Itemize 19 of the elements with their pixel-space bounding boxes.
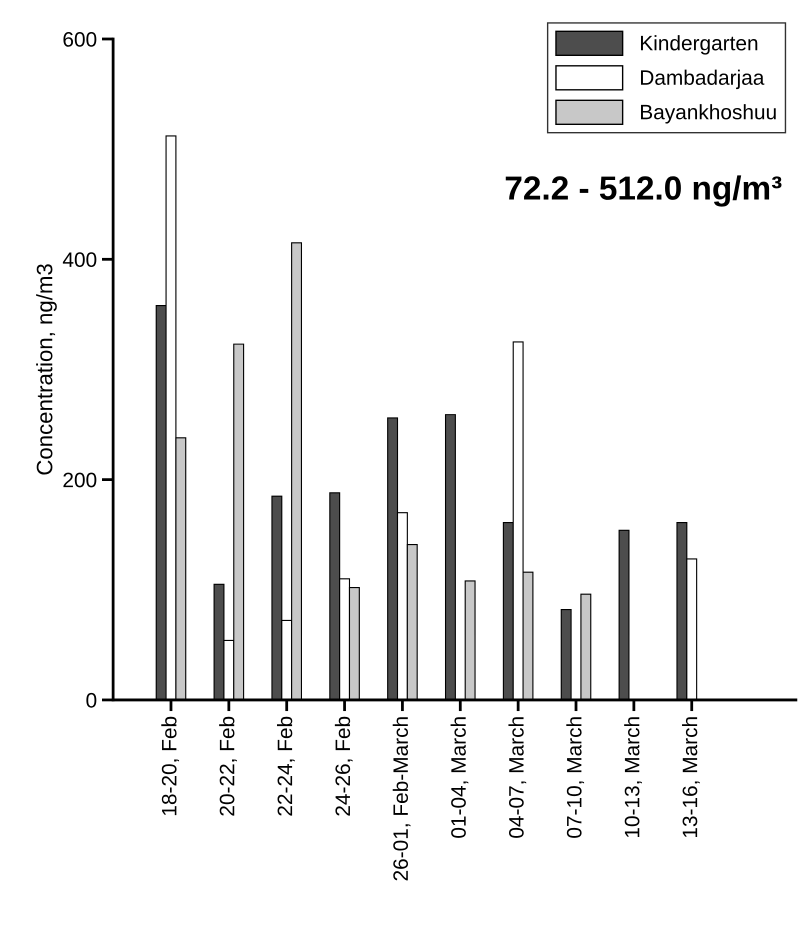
legend-label: Bayankhoshuu xyxy=(641,104,776,124)
y-tick-label: 0 xyxy=(86,692,96,708)
x-tick-label: 10-13, March xyxy=(624,717,642,838)
x-tick-label: 07-10, March xyxy=(566,717,584,838)
y-tick-label: 200 xyxy=(63,472,96,488)
y-axis-title: Concentration, ng/m3 xyxy=(36,264,57,475)
x-tick-label: 13-16, March xyxy=(682,717,700,838)
x-tick-label: 04-07, March xyxy=(508,717,526,838)
legend-label: Dambadarjaa xyxy=(641,70,764,90)
x-tick-label: 20-22, Feb xyxy=(219,716,237,816)
x-tick-label: 18-20, Feb xyxy=(161,716,180,816)
x-tick-label: 22-24, Feb xyxy=(276,716,295,816)
y-tick-label: 400 xyxy=(62,252,96,268)
annotation: 72.2 - 512.0 ng/m³ xyxy=(506,175,782,207)
x-tick-label: 01-04, March xyxy=(450,717,468,838)
y-tick-label: 600 xyxy=(63,32,96,47)
x-tick-label: 24-26, Feb xyxy=(334,716,353,816)
legend-label: Kindergarten xyxy=(641,35,758,55)
x-tick-label: 26-01, Feb-March xyxy=(392,717,410,880)
